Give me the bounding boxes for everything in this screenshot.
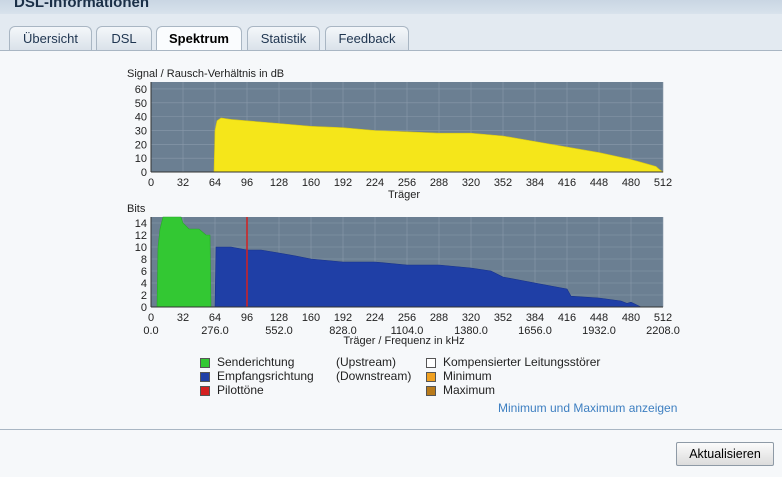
snr-area xyxy=(151,117,664,173)
bits-x-tick: 32 xyxy=(177,312,189,324)
bits-y-tick: 6 xyxy=(141,266,147,278)
snr-y-tick: 30 xyxy=(135,125,147,137)
bits-y-tick: 10 xyxy=(135,242,147,254)
bits-x-tick: 64 xyxy=(209,312,221,324)
footer-bar xyxy=(0,430,782,477)
snr-x-tick: 64 xyxy=(209,177,221,189)
snr-x-tick: 160 xyxy=(302,177,320,189)
bits-x-tick: 352 xyxy=(494,312,512,324)
bits-x-tick: 320 xyxy=(462,312,480,324)
show-min-max-link[interactable]: Minimum und Maximum anzeigen xyxy=(498,401,678,415)
snr-y-tick: 20 xyxy=(135,139,147,151)
bits-x-tick: 128 xyxy=(270,312,288,324)
bits-x-axis-label: Träger / Frequenz in kHz xyxy=(343,335,464,347)
bits-x-tick: 384 xyxy=(526,312,544,324)
snr-x-tick: 192 xyxy=(334,177,352,189)
window-title: DSL-Informationen xyxy=(14,0,149,11)
legend-maximum-swatch xyxy=(426,386,436,396)
bits-y-tick: 14 xyxy=(135,218,147,230)
bits-y-tick: 4 xyxy=(141,278,147,290)
bits-x-tick: 288 xyxy=(430,312,448,324)
snr-x-tick: 416 xyxy=(558,177,576,189)
frequency-tick: 552.0 xyxy=(265,325,293,337)
legend-downstream-swatch xyxy=(200,372,210,382)
frequency-tick: 0.0 xyxy=(143,325,158,337)
legend-pilot-swatch xyxy=(200,386,210,396)
snr-y-tick: 40 xyxy=(135,112,147,124)
upstream-area xyxy=(156,216,212,308)
bits-x-tick: 448 xyxy=(590,312,608,324)
bits-x-tick: 192 xyxy=(334,312,352,324)
snr-x-axis-label: Träger xyxy=(388,189,420,201)
snr-x-tick: 320 xyxy=(462,177,480,189)
frequency-tick: 1380.0 xyxy=(454,325,488,337)
tab-dsl[interactable]: DSL xyxy=(96,26,152,51)
snr-x-tick-labels: 0 32 64 96 128 160 192 224 256 288 320 352 384 416 448… xyxy=(148,177,672,189)
snr-x-tick: 480 xyxy=(622,177,640,189)
bits-x-tick: 160 xyxy=(302,312,320,324)
legend-minimum-swatch xyxy=(426,372,436,382)
legend-minimum-label: Minimum xyxy=(443,369,492,383)
legend-upstream-direction: (Upstream) xyxy=(336,355,397,369)
frequency-tick: 276.0 xyxy=(201,325,229,337)
legend-upstream-label: Senderichtung xyxy=(217,355,295,369)
snr-y-tick: 0 xyxy=(141,167,147,179)
downstream-area xyxy=(214,246,642,308)
bits-y-tick: 2 xyxy=(141,290,147,302)
legend-maximum-label: Maximum xyxy=(443,383,496,397)
bits-y-tick: 12 xyxy=(135,230,147,242)
title-bar: DSL-Informationen xyxy=(0,0,782,14)
legend-compensated-label: Kompensierter Leitungsstörer xyxy=(443,355,601,369)
snr-y-tick: 50 xyxy=(135,98,147,110)
bits-x-tick: 0 xyxy=(148,312,154,324)
snr-x-tick: 352 xyxy=(494,177,512,189)
snr-y-tick: 10 xyxy=(135,153,147,165)
legend-compensated-swatch xyxy=(426,358,436,368)
bits-x-tick: 96 xyxy=(241,312,253,324)
bits-x-tick: 416 xyxy=(558,312,576,324)
tab-overview[interactable]: Übersicht xyxy=(9,26,92,51)
snr-x-tick: 448 xyxy=(590,177,608,189)
bits-chart-title: Bits xyxy=(127,203,146,215)
tab-feedback[interactable]: Feedback xyxy=(325,26,409,51)
tab-spectrum[interactable]: Spektrum xyxy=(156,26,242,53)
snr-y-tick: 60 xyxy=(135,84,147,96)
snr-x-tick: 32 xyxy=(177,177,189,189)
frequency-tick: 1104.0 xyxy=(391,325,424,337)
frequency-tick: 828.0 xyxy=(329,325,357,337)
bits-y-tick: 8 xyxy=(141,254,147,266)
snr-x-tick: 0 xyxy=(148,177,154,189)
snr-x-tick: 224 xyxy=(366,177,384,189)
bits-frequency-tick-labels: 0.0 276.0 552.0 828.0 1104.0 1380.0 1656.0 1932… xyxy=(143,325,679,337)
legend-downstream-label: Empfangsrichtung xyxy=(217,369,314,383)
tab-statistics[interactable]: Statistik xyxy=(247,26,320,51)
bits-x-tick-labels: 0 32 64 96 128 160 192 224 256 288 320 352 384 416 448… xyxy=(148,312,672,324)
snr-chart-title: Signal / Rausch-Verhältnis in dB xyxy=(127,68,284,80)
bits-x-tick: 256 xyxy=(398,312,416,324)
frequency-tick: 2208.0 xyxy=(646,325,680,337)
bits-y-tick: 0 xyxy=(141,302,147,314)
snr-x-tick: 128 xyxy=(270,177,288,189)
snr-x-tick: 384 xyxy=(526,177,544,189)
snr-x-tick: 512 xyxy=(654,177,672,189)
legend-upstream-swatch xyxy=(200,358,210,368)
frequency-tick: 1932.0 xyxy=(582,325,616,337)
snr-x-tick: 256 xyxy=(398,177,416,189)
snr-x-tick: 96 xyxy=(241,177,253,189)
tab-strip: Übersicht DSL Spektrum Statistik Feedbac… xyxy=(0,14,782,53)
snr-x-tick: 288 xyxy=(430,177,448,189)
legend-downstream-direction: (Downstream) xyxy=(336,369,412,383)
bits-x-tick: 512 xyxy=(654,312,672,324)
legend-pilot-label: Pilottöne xyxy=(217,383,264,397)
bits-x-tick: 224 xyxy=(366,312,384,324)
bits-x-tick: 480 xyxy=(622,312,640,324)
frequency-tick: 1656.0 xyxy=(518,325,552,337)
refresh-button[interactable]: Aktualisieren xyxy=(676,442,774,466)
